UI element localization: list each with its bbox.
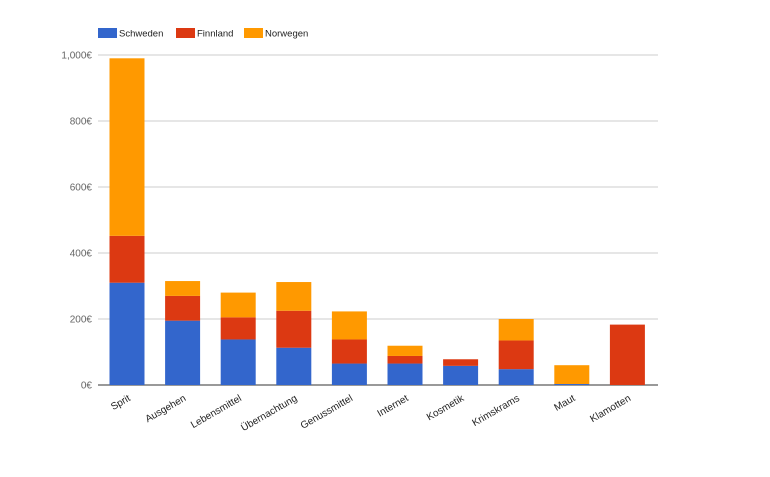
bar-segment: [165, 320, 201, 385]
x-tick-label: Kosmetik: [425, 393, 467, 424]
x-tick-label: Sprit: [109, 393, 132, 413]
bar-segment: [443, 359, 479, 366]
x-tick-label: Krimskrams: [470, 393, 521, 429]
legend-label: Finnland: [197, 29, 233, 40]
bar-segment: [498, 340, 534, 370]
bar-segment: [276, 282, 312, 311]
y-tick-label: 0€: [81, 381, 93, 392]
bar-segment: [498, 319, 534, 341]
bar-segment: [220, 339, 256, 385]
bar-segment: [331, 311, 367, 340]
bar-segment: [443, 365, 479, 385]
bar-segment: [220, 317, 256, 340]
y-tick-label: 1,000€: [61, 51, 92, 62]
legend-label: Norwegen: [265, 29, 308, 40]
bar-segment: [165, 281, 201, 296]
x-tick-label: Maut: [553, 393, 578, 414]
bar-segment: [109, 282, 145, 385]
bar-segment: [109, 235, 145, 283]
bar-segment: [387, 363, 423, 385]
legend-swatch: [244, 28, 263, 38]
legend-label: Schweden: [119, 29, 163, 40]
x-tick-label: Übernachtung: [239, 392, 299, 434]
x-tick-label: Genussmittel: [299, 393, 355, 432]
bar-segment: [109, 58, 145, 236]
y-tick-label: 400€: [70, 249, 93, 260]
y-tick-label: 600€: [70, 183, 93, 194]
bar-segment: [554, 384, 590, 385]
legend-swatch: [176, 28, 195, 38]
bar-segment: [331, 339, 367, 364]
bar-segment: [387, 345, 423, 356]
x-tick-label: Internet: [376, 393, 411, 420]
bar-segment: [387, 355, 423, 364]
bar-segment: [165, 295, 201, 321]
bar-segment: [276, 347, 312, 385]
bar-segment: [609, 324, 645, 385]
y-tick-label: 200€: [70, 315, 93, 326]
x-tick-label: Lebensmittel: [189, 393, 244, 431]
bar-segment: [498, 369, 534, 385]
bar-segment: [331, 363, 367, 385]
bar-segment: [276, 310, 312, 348]
bar-segment: [220, 292, 256, 318]
x-tick-label: Klamotten: [588, 393, 632, 425]
bar-segment: [554, 365, 590, 385]
y-tick-label: 800€: [70, 117, 93, 128]
legend-swatch: [98, 28, 117, 38]
x-tick-label: Ausgehen: [144, 393, 189, 425]
